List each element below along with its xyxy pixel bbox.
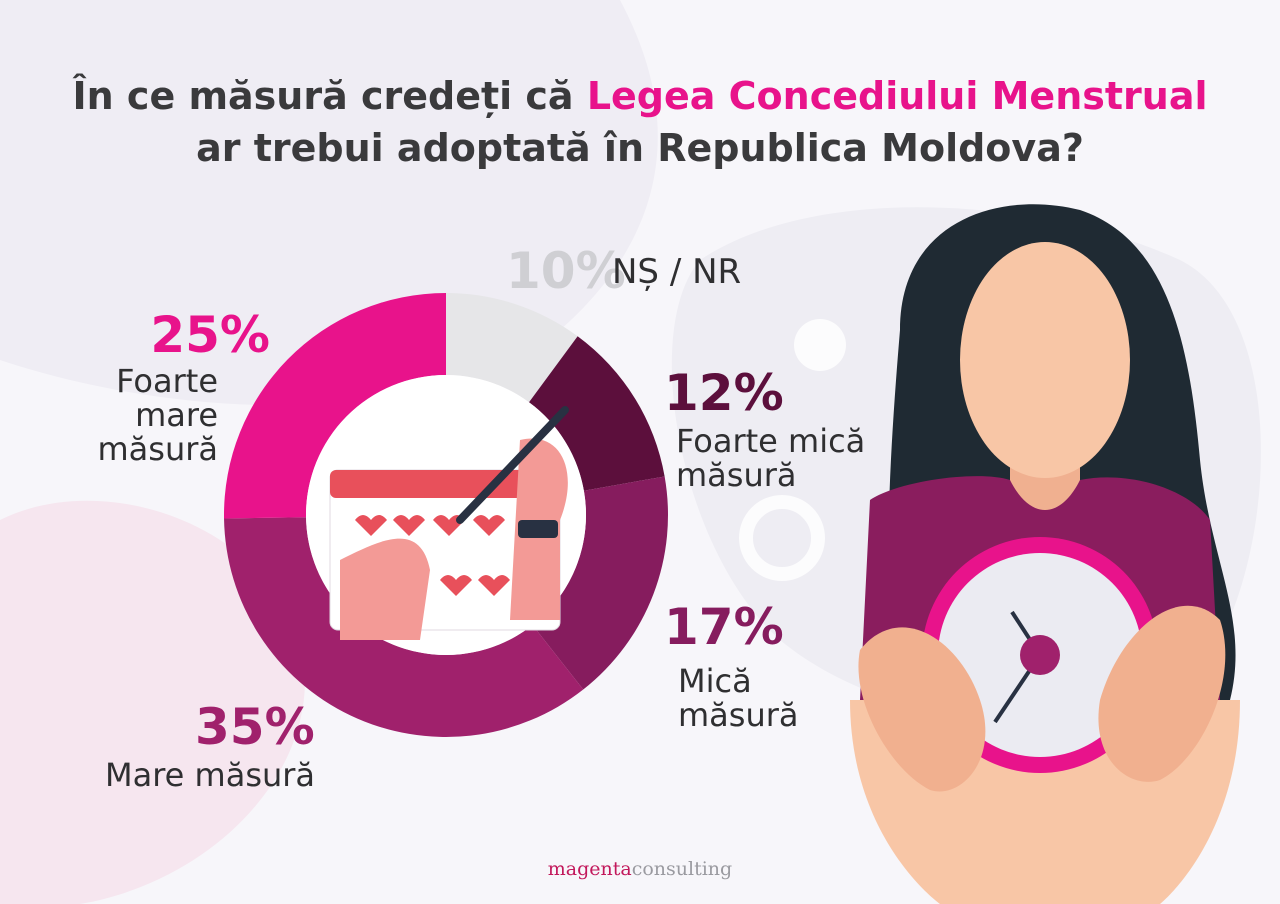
title-highlight: Legea Concediului Menstrual — [586, 74, 1208, 118]
donut-slice — [223, 293, 446, 519]
percent-label: 17% — [664, 598, 784, 656]
calendar-illustration — [329, 406, 569, 640]
percent-label: 35% — [195, 698, 315, 756]
percent-label: 12% — [664, 364, 784, 422]
title: În ce măsură credeți că Legea Concediulu… — [0, 70, 1280, 174]
donut-slice — [532, 476, 668, 690]
category-label: Mare măsură — [105, 756, 316, 794]
donut-slice — [446, 293, 578, 403]
donut-slice — [224, 517, 584, 738]
donut-slice — [529, 336, 665, 491]
title-text: ar trebui adoptată în Republica Moldova? — [196, 126, 1084, 170]
title-text: În ce măsură credeți că — [72, 74, 574, 118]
category-label: Mică măsură — [678, 662, 799, 734]
category-label: NȘ / NR — [612, 252, 742, 292]
percent-label: 25% — [150, 306, 270, 364]
woman-illustration — [850, 204, 1240, 904]
category-label: Foarte mică măsură — [676, 422, 866, 494]
category-label: Foarte mare măsură — [97, 362, 219, 468]
brand: magenta — [547, 858, 632, 880]
percent-label: 10% — [506, 242, 626, 300]
footer: magentaconsulting — [0, 858, 1280, 880]
brand: consulting — [631, 858, 733, 880]
